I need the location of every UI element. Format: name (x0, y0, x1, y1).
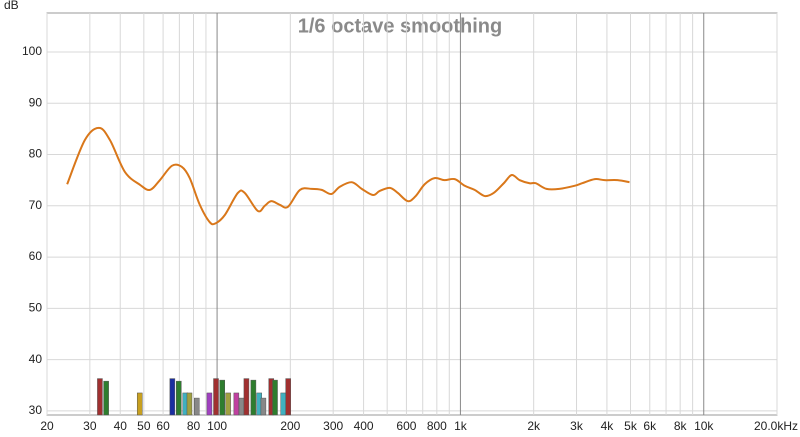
mode-bar (136, 392, 143, 416)
x-tick-label: 1k (454, 419, 468, 433)
x-tick-label: 5k (624, 419, 638, 433)
mode-bar (194, 397, 200, 416)
y-tick-label: 60 (29, 249, 43, 263)
response-curve (66, 126, 630, 226)
x-tick-label: 60 (156, 419, 170, 433)
mode-bar (219, 379, 225, 416)
y-tick-label: 30 (29, 403, 43, 417)
x-tick-label: 600 (396, 419, 416, 433)
x-tick-label: 2k (527, 419, 541, 433)
mode-bar (225, 392, 231, 416)
mode-bar (103, 380, 109, 416)
y-tick-label: 80 (29, 147, 43, 161)
x-tick-label: 10k (694, 419, 714, 433)
y-axis-label: dB (4, 0, 19, 12)
mode-bar (169, 378, 176, 416)
y-tick-label: 100 (22, 44, 42, 58)
plot-frame (46, 12, 778, 416)
y-tick-label: 40 (29, 352, 43, 366)
x-tick-label: 100 (207, 419, 227, 433)
x-tick-label: 50 (137, 419, 151, 433)
x-tick-label: 80 (187, 419, 201, 433)
x-tick-label: 20 (40, 419, 54, 433)
mode-bar (176, 380, 182, 416)
mode-bar (206, 392, 213, 416)
y-tick-label: 90 (29, 95, 43, 109)
x-tick-label: 30 (83, 419, 97, 433)
mode-bar (233, 392, 240, 416)
y-tick-label: 70 (29, 198, 43, 212)
chart-title: 1/6 octave smoothing (298, 15, 503, 37)
mode-bar (260, 397, 267, 416)
mode-bar (238, 397, 245, 416)
mode-bar (186, 392, 193, 416)
x-tick-label: 6k (643, 419, 657, 433)
x-tick-label: 40 (114, 419, 128, 433)
x-tick-label: 3k (570, 419, 584, 433)
y-tick-label: 50 (29, 301, 43, 315)
x-tick-label: 300 (323, 419, 343, 433)
x-tick-label: 4k (601, 419, 615, 433)
x-tick-label: 200 (280, 419, 300, 433)
mode-bar (280, 392, 286, 416)
mode-bar (97, 378, 103, 416)
x-tick-label: 800 (427, 419, 447, 433)
mode-bar (272, 379, 278, 416)
mode-bar (285, 378, 291, 416)
mode-bar (250, 379, 257, 416)
mode-bar (213, 378, 219, 416)
mode-bar (243, 378, 250, 416)
x-tick-label: 8k (674, 419, 688, 433)
x-tick-label: 400 (354, 419, 374, 433)
x-tick-label: 20.0kHz (754, 419, 798, 433)
